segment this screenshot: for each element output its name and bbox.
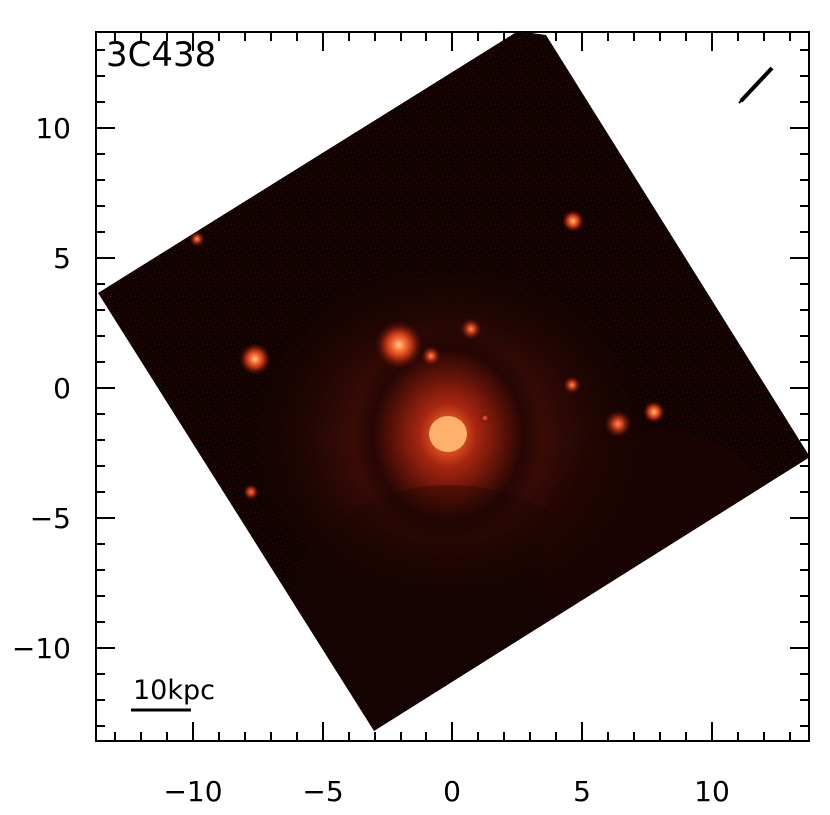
x-tick-label-5: 5 xyxy=(573,775,591,808)
companion-source-1 xyxy=(375,321,423,369)
x-tick-label-0: 0 xyxy=(443,775,461,808)
companion-source-4 xyxy=(480,413,490,423)
orientation-marker-tip xyxy=(738,97,745,104)
x-axis-labels: −10 −5 0 5 10 xyxy=(163,775,729,808)
left-source-1 xyxy=(239,343,271,375)
object-label: 3C438 xyxy=(106,35,216,75)
y-tick-label-10: 10 xyxy=(35,112,71,145)
upper-right-source xyxy=(562,210,584,232)
right-source-3 xyxy=(643,401,665,423)
right-source-2 xyxy=(604,410,632,438)
x-tick-label-neg10: −10 xyxy=(163,775,222,808)
central-core xyxy=(429,416,467,452)
y-axis-labels: 10 5 0 −5 −10 xyxy=(12,112,71,665)
right-source-1 xyxy=(563,376,581,394)
axis-ticks xyxy=(96,32,809,741)
y-tick-label-neg5: −5 xyxy=(30,502,71,535)
x-tick-label-10: 10 xyxy=(694,775,730,808)
y-tick-label-5: 5 xyxy=(53,242,71,275)
upper-left-source xyxy=(189,231,205,247)
left-source-2 xyxy=(243,484,259,500)
orientation-marker xyxy=(739,66,774,103)
y-tick-label-0: 0 xyxy=(53,372,71,405)
companion-source-2 xyxy=(421,346,441,366)
y-tick-label-neg10: −10 xyxy=(12,632,71,665)
x-tick-label-neg5: −5 xyxy=(302,775,343,808)
image-field xyxy=(98,31,810,731)
companion-source-3 xyxy=(460,318,482,340)
scale-bar-label: 10kpc xyxy=(133,675,215,706)
